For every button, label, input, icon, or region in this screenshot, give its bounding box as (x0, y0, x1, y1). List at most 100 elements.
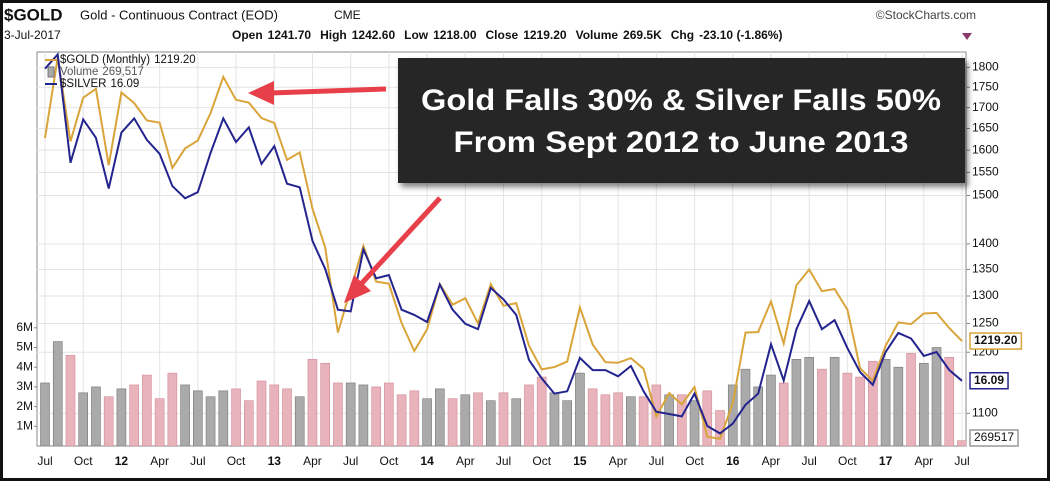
x-tick-label: Apr (456, 454, 475, 468)
volume-tick-label: 3M (16, 379, 33, 393)
volume-bar (142, 374, 152, 446)
x-tick-label: 15 (573, 454, 587, 468)
x-tick-label: Apr (762, 454, 781, 468)
volume-bar (193, 390, 203, 446)
legend-name: $SILVER (60, 78, 106, 90)
x-tick-label: Jul (37, 454, 52, 468)
volume-bar (485, 400, 496, 446)
legend-value: 16.09 (110, 78, 139, 90)
volume-bar (52, 341, 63, 446)
y-tick-label: 1700 (972, 100, 999, 114)
x-tick-label: Apr (609, 454, 628, 468)
x-tick-label: Oct (380, 454, 399, 468)
volume-bar (40, 382, 50, 446)
quote: Open 1241.70 High 1242.60 Low 1218.00 Close 121… (232, 28, 782, 42)
y-tick-label: 1600 (972, 142, 999, 156)
volume-bar (855, 376, 865, 446)
x-tick-label: Apr (914, 454, 933, 468)
volume-bar (103, 396, 114, 446)
x-tick-label: Apr (303, 454, 322, 468)
y-tick-label: 1500 (972, 188, 999, 202)
volume-bar (575, 372, 585, 446)
volume-bar (804, 357, 814, 446)
volume-bar (460, 394, 471, 446)
arrow-head (344, 275, 371, 303)
volume-bar (549, 392, 560, 446)
gold-tag-box (969, 332, 1023, 350)
volume-bar (205, 396, 216, 446)
volume-bar (65, 355, 76, 446)
volume-bars (40, 341, 966, 446)
arrow (269, 86, 387, 96)
exchange: CME (334, 8, 361, 22)
symbol: $GOLD (4, 5, 63, 24)
volume-bar (282, 388, 292, 446)
volume-bar (791, 359, 802, 446)
x-tick-label: 16 (726, 454, 740, 468)
legend: $GOLD (Monthly) 1219.20 Volume 269,517$SILV… (45, 54, 196, 90)
price-lines (44, 52, 963, 440)
volume-bar (829, 357, 840, 446)
volume-tick-label: 5M (16, 340, 33, 354)
volume-tag-box (969, 429, 1019, 447)
change-arrow (962, 33, 972, 40)
legend-name: Volume (60, 66, 98, 78)
volume-bar (447, 398, 458, 446)
x-tick-label: Jul (801, 454, 816, 468)
annotation-line: Gold Falls 30% & Silver Falls 50% (421, 84, 941, 117)
gold-tag: 1219.20 (974, 333, 1018, 347)
volume-tick-label: 6M (16, 320, 33, 334)
volume-bar (600, 394, 611, 446)
volume-bar (817, 368, 827, 446)
silver-tag: 16.09 (974, 373, 1004, 387)
quote-label: Volume (576, 28, 619, 42)
arrow-head (248, 81, 274, 105)
quote-value: 1242.60 (352, 28, 396, 42)
legend-swatch (47, 66, 55, 78)
volume-bar (893, 366, 904, 446)
volume-bar (154, 398, 165, 446)
y-tick-label: 1750 (972, 79, 999, 93)
price-line (44, 52, 963, 435)
volume-bar (167, 372, 178, 446)
annotation: Gold Falls 30% & Silver Falls 50% From S… (398, 58, 965, 183)
quote-label: Close (486, 28, 519, 42)
volume-bar (880, 359, 891, 446)
quote-label: Chg (671, 28, 694, 42)
x-tick-label: Jul (649, 454, 664, 468)
volume-bar (435, 388, 445, 446)
x-tick-label: Jul (496, 454, 511, 468)
volume-bar (218, 390, 229, 446)
volume-bar (753, 386, 764, 446)
x-tick-label: 13 (268, 454, 282, 468)
volume-bar (664, 394, 674, 446)
quote-label: Low (404, 28, 429, 42)
volume-tick-label: 1M (16, 418, 33, 432)
volume-bar (371, 386, 381, 446)
source: ©StockCharts.com (876, 8, 976, 22)
date: 3-Jul-2017 (4, 28, 61, 42)
x-tick-label: Oct (227, 454, 246, 468)
x-tick-label: Oct (838, 454, 857, 468)
arrows (248, 81, 442, 303)
quote-label: High (320, 28, 347, 42)
volume-bar (243, 400, 254, 446)
volume-bar (931, 347, 942, 446)
x-tick-label: Jul (954, 454, 969, 468)
volume-bar (613, 392, 623, 446)
volume-bar (320, 362, 330, 446)
volume-bar (345, 382, 356, 446)
quote-label: Open (232, 28, 263, 42)
volume-bar (944, 357, 955, 446)
legend-value: 1219.20 (154, 54, 196, 66)
volume-bar (384, 382, 394, 446)
volume-tick-label: 4M (16, 359, 33, 373)
y-tick-label: 1300 (972, 288, 999, 302)
quote-value: 1218.00 (433, 28, 477, 42)
volume-bar (307, 359, 318, 446)
volume-bar (906, 353, 916, 446)
volume-bar (868, 360, 878, 446)
volume-bar (740, 368, 751, 446)
x-tick-label: 17 (879, 454, 893, 468)
